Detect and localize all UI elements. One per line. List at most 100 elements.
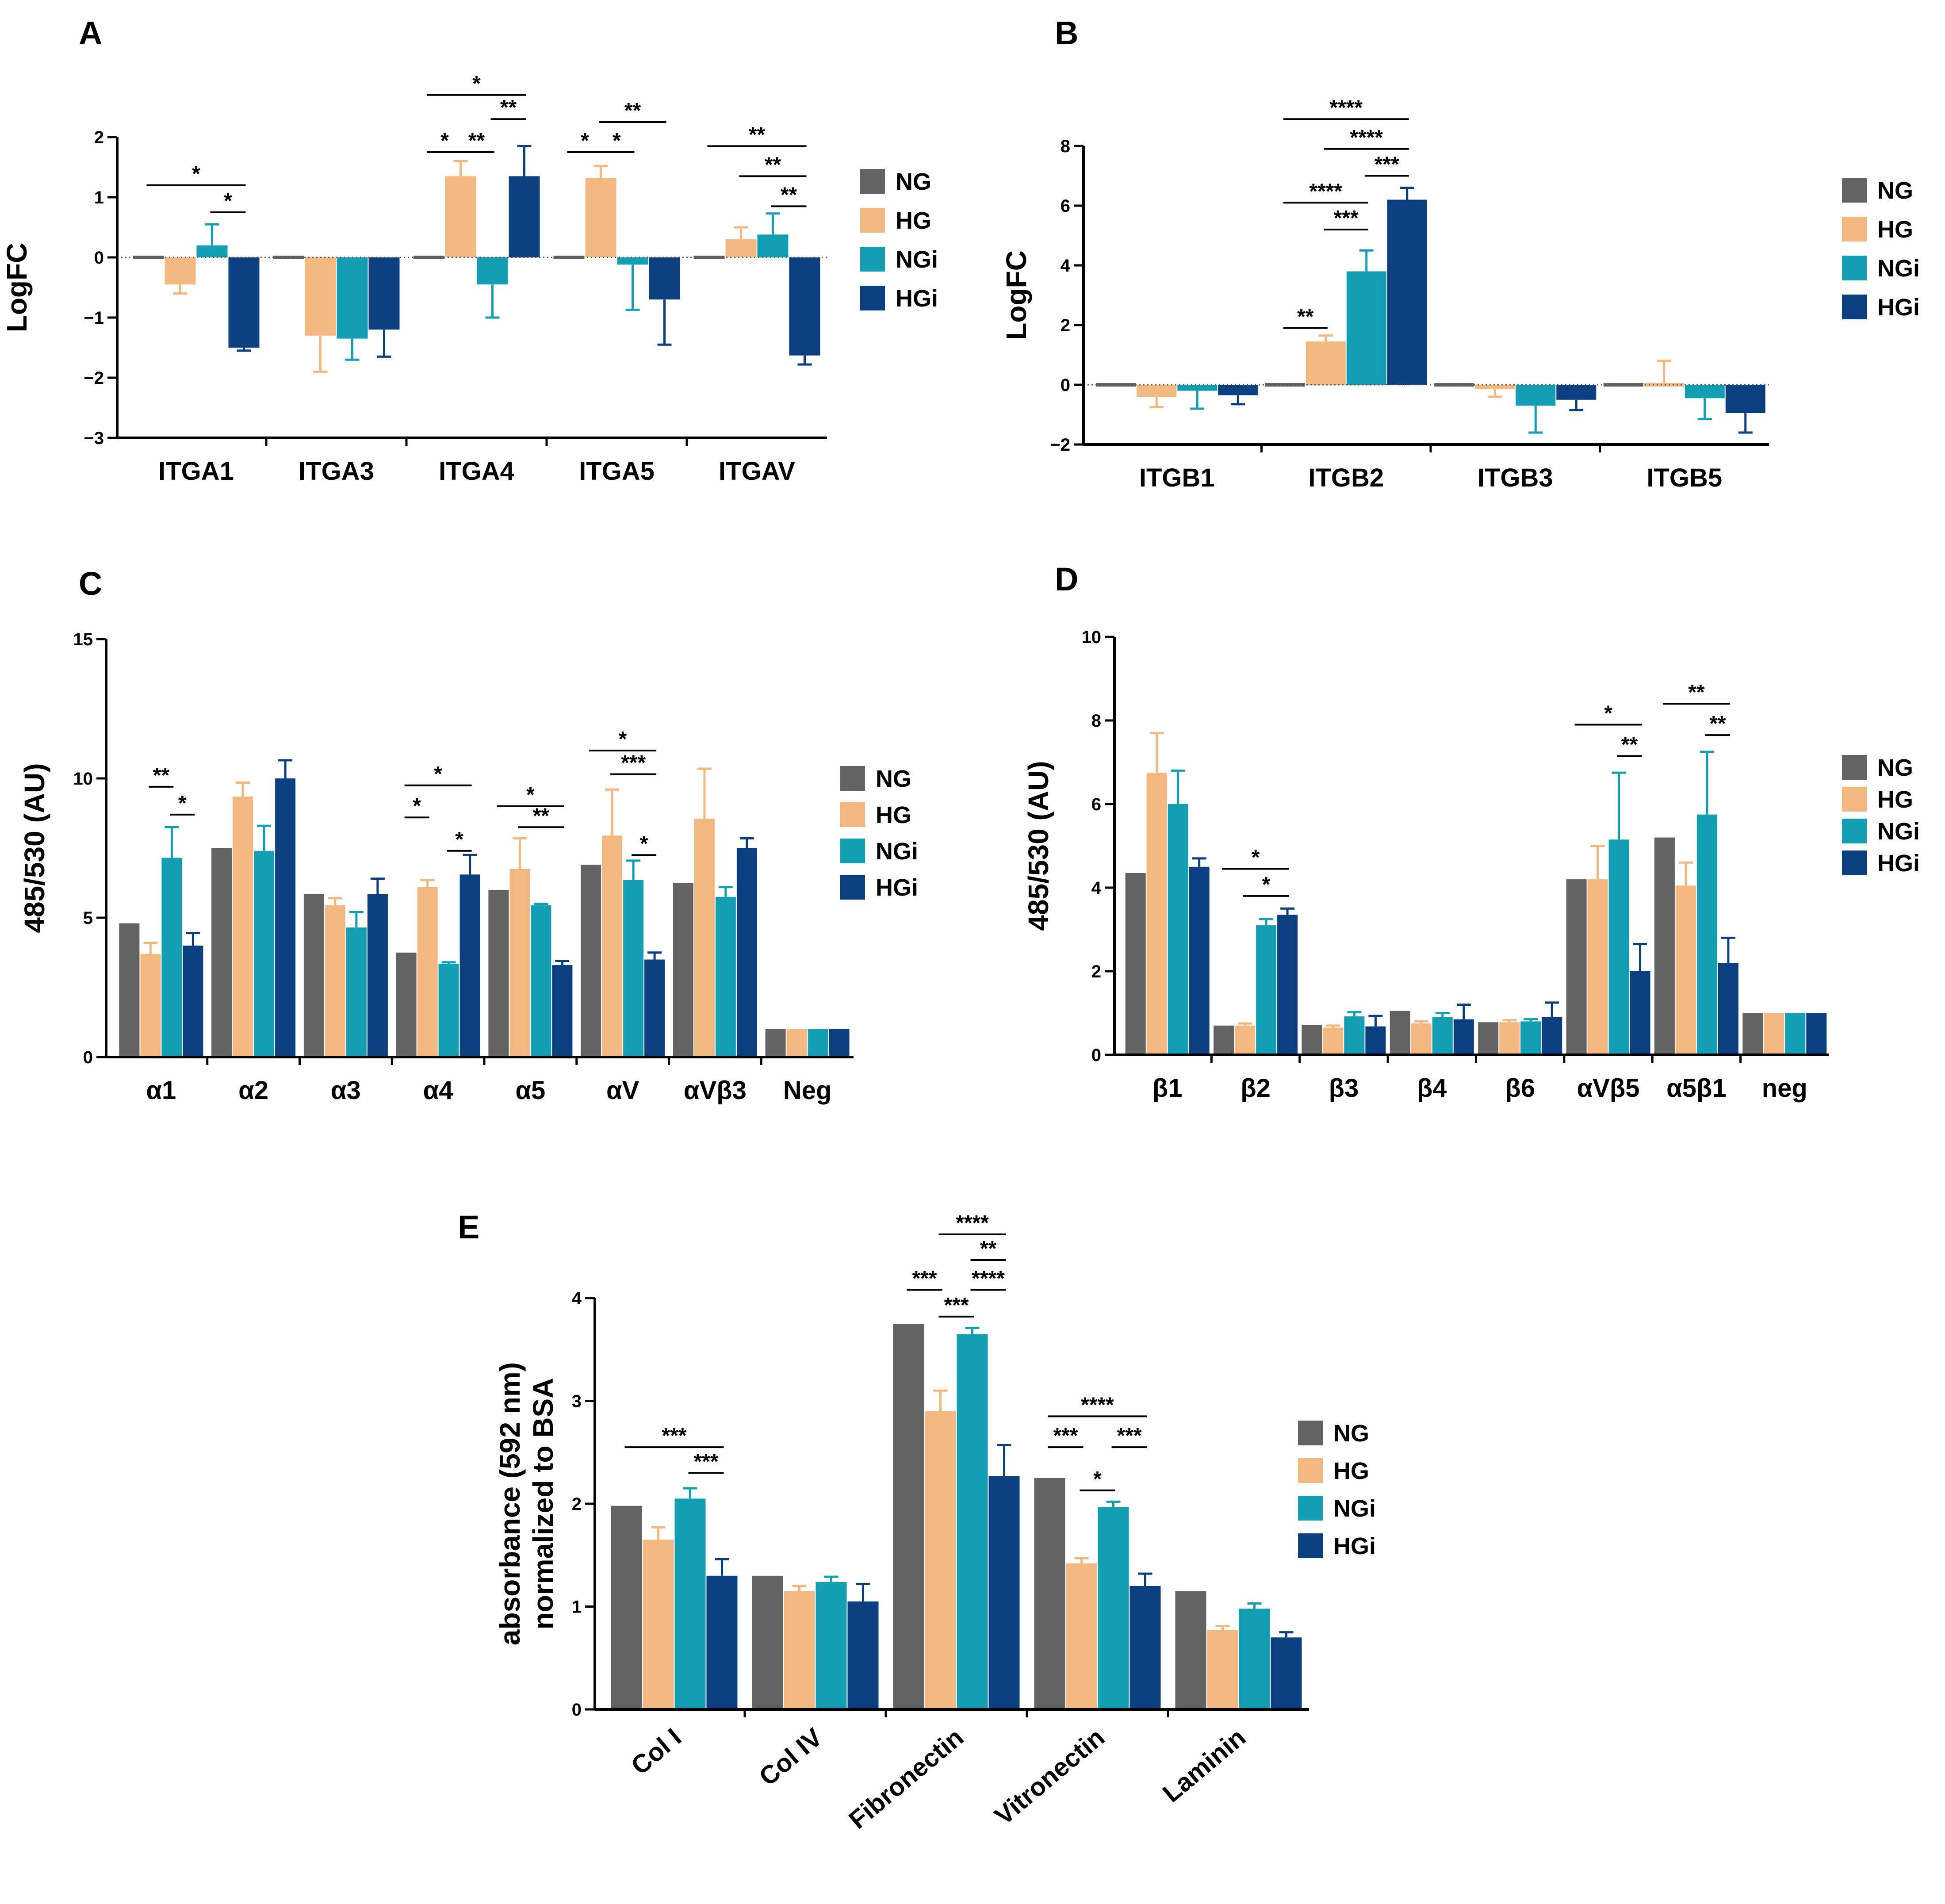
bar-c-ngi-6 [715, 896, 736, 1057]
x-category-label-a-4: ITGAV [719, 457, 795, 486]
x-category-label-d-4: β6 [1505, 1074, 1535, 1103]
bar-a-ngi-2 [477, 257, 508, 285]
bar-d-ngi-2 [1344, 1016, 1365, 1055]
significance-label-d-4: ** [1688, 681, 1705, 704]
bar-e-hgi-3 [1129, 1586, 1161, 1709]
legend-label-b-ngi: NGi [1877, 255, 1920, 282]
significance-label-e-3: ** [980, 1237, 997, 1260]
bar-d-hgi-3 [1453, 1019, 1474, 1055]
y-axis-title-e-line-1: normalized to BSA [527, 1378, 559, 1630]
bar-e-ngi-1 [816, 1582, 847, 1709]
x-category-label-b-2: ITGB3 [1478, 464, 1553, 492]
bar-a-hg-0 [165, 257, 196, 285]
x-category-label-c-0: α1 [146, 1076, 176, 1105]
x-category-label-a-0: ITGA1 [158, 457, 234, 486]
y-axis-title-e-line-0: absorbance (592 nm) [494, 1362, 526, 1645]
significance-label-e-1: *** [693, 1450, 718, 1473]
significance-label-c-3: * [413, 794, 421, 818]
panel-a: A −3 −2 −1 0 1 2 ITGA1 ITGA3 ITGA4 ITGA5 ITGAV LogF… [1, 15, 938, 486]
significance-label-a-2: * [472, 72, 481, 96]
x-category-label-d-2: β3 [1329, 1074, 1359, 1103]
bar-d-ng-2 [1302, 1025, 1322, 1055]
legend-label-a-hgi: HGi [896, 285, 938, 312]
legend-swatch-c-hg [840, 802, 865, 827]
bar-e-ng-1 [752, 1575, 783, 1710]
y-axis-title-a: LogFC [1, 243, 33, 333]
y-tick-label-a-3: 0 [94, 248, 104, 268]
bar-c-ng-1 [211, 848, 232, 1057]
y-tick-label-e-2: 2 [572, 1494, 582, 1514]
legend-label-e-hgi: HGi [1333, 1533, 1376, 1559]
x-category-label-d-0: β1 [1152, 1074, 1183, 1103]
legend-swatch-b-hgi [1842, 295, 1867, 319]
panel-d: D 0 2 4 6 8 10 β1 β2 β3 β4 β6 αVβ5 α5β1 neg 485/530 (A… [1022, 561, 1920, 1103]
legend-label-d-hgi: HGi [1877, 850, 1920, 877]
bar-b-hgi-3 [1725, 385, 1765, 414]
bar-c-ngi-5 [623, 880, 644, 1057]
legend-label-c-ng: NG [876, 766, 911, 792]
bar-c-ng-4 [488, 890, 509, 1057]
bar-d-hgi-0 [1189, 866, 1210, 1055]
x-category-label-a-2: ITGA4 [439, 457, 514, 486]
bar-d-ngi-1 [1256, 925, 1277, 1055]
x-category-label-a-3: ITGA5 [579, 457, 655, 486]
panel-letter-b: B [1055, 15, 1078, 51]
bar-a-hg-1 [305, 257, 336, 336]
x-category-label-c-4: α5 [515, 1076, 545, 1105]
significance-label-e-5: **** [972, 1267, 1005, 1290]
bar-d-hg-0 [1146, 773, 1167, 1055]
significance-label-b-3: **** [1309, 180, 1342, 203]
y-tick-label-b-0: −2 [1050, 435, 1070, 455]
legend-swatch-d-hgi [1842, 850, 1867, 875]
bar-c-ngi-2 [346, 927, 367, 1057]
significance-label-d-2: * [1604, 701, 1612, 725]
bar-c-hgi-0 [183, 946, 203, 1057]
x-category-label-c-7: Neg [783, 1076, 832, 1105]
bar-c-hgi-3 [459, 874, 480, 1057]
bar-a-ngi-0 [196, 245, 228, 257]
bar-d-ngi-3 [1432, 1017, 1453, 1055]
bar-a-hgi-1 [368, 257, 400, 330]
legend-swatch-d-ngi [1842, 819, 1867, 843]
y-tick-label-e-0: 0 [572, 1700, 582, 1720]
bar-a-ng-0 [133, 256, 164, 259]
legend-swatch-e-ng [1298, 1421, 1323, 1445]
bar-c-hg-3 [417, 887, 438, 1057]
x-category-label-b-0: ITGB1 [1139, 464, 1215, 492]
bar-e-ngi-3 [1098, 1507, 1129, 1709]
y-tick-label-e-4: 4 [572, 1289, 582, 1308]
bar-e-ngi-4 [1239, 1609, 1270, 1709]
significance-label-c-9: * [640, 832, 648, 855]
panel-letter-d: D [1055, 561, 1078, 598]
bar-c-ng-3 [396, 952, 417, 1057]
bar-d-ngi-5 [1608, 839, 1629, 1055]
legend-label-e-hg: HG [1333, 1458, 1369, 1484]
bar-d-ng-3 [1390, 1011, 1410, 1055]
legend-swatch-c-hgi [840, 875, 865, 900]
significance-label-e-7: **** [1081, 1393, 1114, 1417]
bar-e-ng-0 [611, 1506, 642, 1709]
significance-label-e-10: * [1093, 1467, 1102, 1491]
bar-e-hgi-1 [847, 1601, 879, 1709]
bar-d-ng-7 [1742, 1013, 1763, 1055]
significance-label-e-4: *** [912, 1267, 937, 1290]
bar-d-hgi-2 [1365, 1026, 1386, 1055]
bar-e-ng-2 [893, 1324, 924, 1709]
bar-a-ng-4 [693, 256, 725, 259]
significance-label-a-6: * [581, 129, 589, 153]
x-category-label-c-1: α2 [238, 1076, 268, 1105]
x-category-label-c-2: α3 [331, 1076, 361, 1105]
y-axis-title-d: 485/530 (AU) [1022, 761, 1054, 931]
bar-c-hgi-6 [736, 848, 757, 1057]
bar-d-ngi-0 [1168, 804, 1188, 1055]
y-tick-label-d-0: 0 [1091, 1046, 1101, 1065]
legend-swatch-a-hgi [860, 286, 885, 310]
bar-e-hg-3 [1066, 1563, 1097, 1709]
bar-b-hgi-2 [1556, 385, 1597, 400]
bar-c-hg-5 [602, 835, 623, 1057]
legend-label-d-ngi: NGi [1877, 818, 1920, 845]
legend-label-e-ng: NG [1333, 1420, 1369, 1447]
significance-label-c-7: * [619, 728, 627, 751]
bar-b-ngi-0 [1177, 385, 1218, 391]
